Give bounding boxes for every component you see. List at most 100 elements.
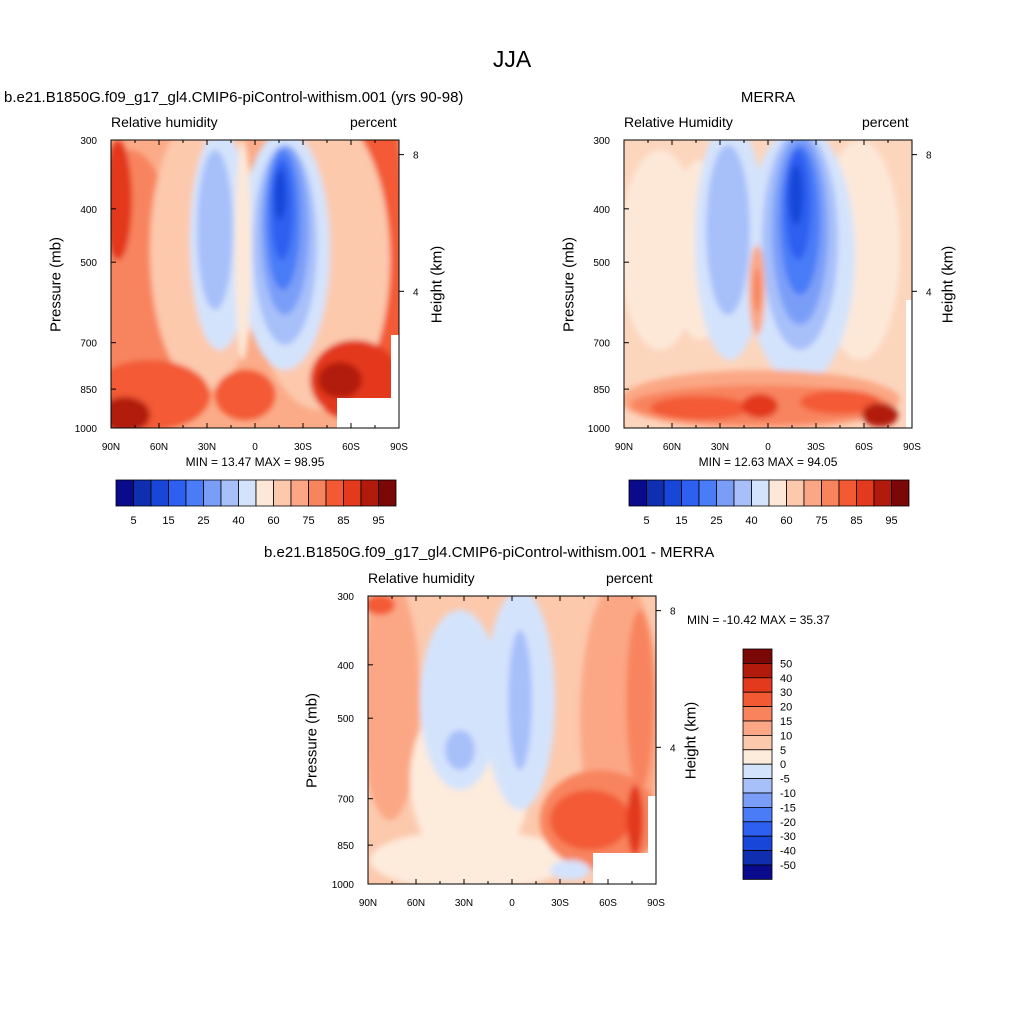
panel-merra-colorbar-label: 60 — [780, 515, 792, 527]
panel-model-colorbar-box — [220, 479, 239, 507]
panel-merra-colorbar-label: 25 — [710, 515, 722, 527]
panel-diff-colorbar-box — [742, 821, 773, 837]
panel-model-colorbar-box — [290, 479, 309, 507]
panel-merra-colorbar-box — [716, 479, 735, 507]
panel-model-colorbar-label: 40 — [232, 515, 244, 527]
panel-diff-minmax: MIN = -10.42 MAX = 35.37 — [687, 613, 830, 627]
panel-model-colorbar-box — [378, 479, 397, 507]
panel-model-ytick-label: 700 — [80, 339, 97, 350]
missing-data — [593, 853, 656, 884]
panel-merra-colorbar-box — [786, 479, 805, 507]
contour-band — [368, 596, 420, 820]
panel-model-ytick-right-label: 4 — [413, 287, 419, 298]
panel-diff-colorbar-box — [742, 691, 773, 708]
contour-band — [706, 145, 750, 315]
panel-diff-colorbar-box — [742, 648, 773, 664]
panel-diff-xtick-label: 60N — [407, 898, 425, 909]
panel-diff-colorbar-label: 40 — [780, 673, 792, 685]
panel-merra-ytick-label: 400 — [593, 205, 610, 216]
panel-merra-title: MERRA — [740, 89, 796, 106]
missing-data — [648, 796, 656, 853]
panel-merra-ylabel: Pressure (mb) — [560, 236, 578, 333]
panel-diff-xtick-label: 90N — [359, 898, 377, 909]
panel-diff-ytick-label: 1000 — [332, 880, 355, 891]
panel-merra-xtick-label: 90N — [615, 442, 633, 453]
panel-diff-colorbar-box — [742, 792, 773, 808]
panel-model-ytick-label: 1000 — [75, 424, 98, 435]
axis-ticks: 90N 60N 30N 0 30S 60S 90S300400500700850100084… — [75, 136, 932, 909]
panel-diff-ylabel: Pressure (mb) — [303, 692, 321, 789]
panel-model-xtick-label: 60S — [342, 442, 360, 453]
panel-model-colorbar-box — [273, 479, 292, 507]
panel-model-colorbar-label: 75 — [302, 515, 314, 527]
panel-model-colorbar-box — [238, 479, 257, 507]
panel-model-xtick-label: 30S — [294, 442, 312, 453]
panel-diff-colorbar-label: 5 — [780, 745, 786, 757]
panel-diff-colorbar-box — [742, 735, 773, 751]
panel-merra-colorbar-box — [698, 479, 717, 507]
panel-model-colorbar-label: 60 — [267, 515, 279, 527]
panel-model-colorbar-box — [343, 479, 362, 507]
panel-diff-xtick-label: 90S — [647, 898, 665, 909]
panel-diff-colorbar-box — [742, 749, 773, 765]
panel-merra-colorbar-box — [768, 479, 787, 507]
panel-model-variable: Relative humidity — [111, 114, 218, 130]
panel-diff-ytick-label: 850 — [337, 841, 354, 852]
panel-diff-colorbar-label: -40 — [780, 846, 796, 858]
panel-diff-ytick-right-label: 8 — [670, 607, 676, 618]
panel-merra-field — [624, 140, 912, 428]
panel-merra-colorbar-box — [628, 479, 647, 507]
panel-model-colorbar-box — [360, 479, 379, 507]
contour-band — [111, 140, 132, 260]
panel-merra-ytick-right-label: 4 — [926, 287, 932, 298]
contour-band — [800, 390, 880, 414]
contour-band — [111, 397, 150, 428]
contour-band — [508, 630, 532, 770]
contour-band — [742, 394, 778, 418]
contour-band — [111, 360, 210, 428]
panel-diff-colorbar-box — [742, 706, 773, 722]
panel-model-ytick-right-label: 8 — [413, 151, 419, 162]
panel-diff-xtick-label: 60S — [599, 898, 617, 909]
missing-data — [337, 398, 399, 428]
panel-diff-ytick-label: 500 — [337, 714, 354, 725]
panel-diff-units: percent — [606, 570, 653, 586]
panel-merra-ytick-label: 500 — [593, 258, 610, 269]
colorbars: 5 15 25 40 60 75 85 95 5 15 25 40 60 75 85 955040302015… — [115, 479, 910, 880]
panel-merra-colorbar-label: 75 — [815, 515, 827, 527]
panel-merra-colorbar-box — [751, 479, 770, 507]
panel-diff-variable: Relative humidity — [368, 570, 475, 586]
panel-diff-ytick-label: 400 — [337, 661, 354, 672]
panel-diff-colorbar-label: -10 — [780, 788, 796, 800]
panel-model-colorbar-box — [168, 479, 187, 507]
panel-model-colorbar-label: 95 — [372, 515, 384, 527]
panel-model-field — [111, 140, 399, 428]
contour-band — [550, 860, 590, 880]
panel-model-colorbar-label: 15 — [162, 515, 174, 527]
panel-merra-colorbar-label: 5 — [643, 515, 649, 527]
panel-diff-colorbar-box — [742, 720, 773, 736]
panel-model-colorbar-box — [150, 479, 169, 507]
contour-band — [215, 370, 275, 420]
panel-model-ytick-label: 850 — [80, 385, 97, 396]
contour-band — [445, 730, 475, 770]
panel-merra-colorbar-box — [821, 479, 840, 507]
missing-data — [906, 300, 912, 428]
panel-model-colorbar-box — [203, 479, 222, 507]
panel-diff-colorbar-label: 50 — [780, 658, 792, 670]
contour-band — [318, 362, 362, 398]
panel-model-colorbar-box — [325, 479, 344, 507]
panel-merra-xtick-label: 60N — [663, 442, 681, 453]
panel-diff-ytick-label: 300 — [337, 592, 354, 603]
panel-diff-xtick-label: 30S — [551, 898, 569, 909]
contour-band — [627, 785, 643, 855]
contour-band — [753, 268, 761, 312]
missing-data — [391, 335, 399, 398]
panel-merra-xtick-label: 0 — [765, 442, 771, 453]
panel-model-xtick-label: 90N — [102, 442, 120, 453]
panel-diff-colorbar-box — [742, 778, 773, 794]
panel-merra-ytick-label: 300 — [593, 136, 610, 147]
panel-merra-xtick-label: 30S — [807, 442, 825, 453]
panel-diff-colorbar-label: -30 — [780, 831, 796, 843]
panel-merra-minmax: MIN = 12.63 MAX = 94.05 — [698, 455, 838, 469]
